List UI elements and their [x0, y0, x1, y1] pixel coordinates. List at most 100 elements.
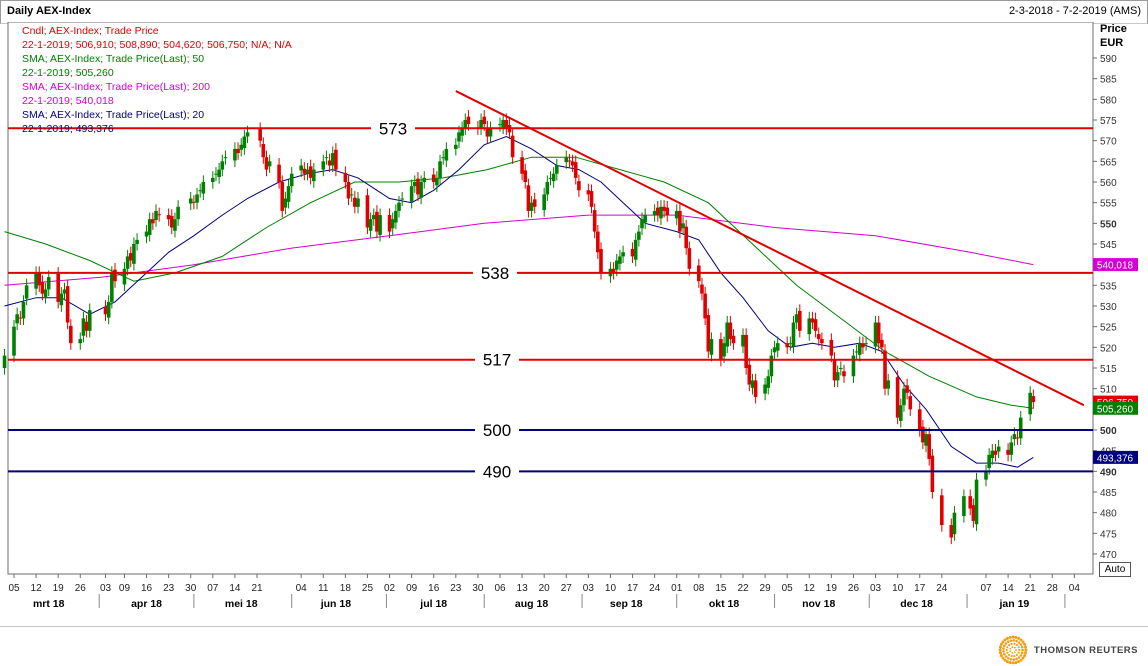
candle-body [157, 214, 161, 216]
candle-body [655, 207, 660, 216]
candle-body [286, 186, 291, 202]
logo-dot [1011, 646, 1014, 648]
candle-body [18, 317, 23, 319]
logo-dot [1004, 642, 1008, 645]
candle-body [302, 168, 307, 174]
candle-body [750, 380, 755, 388]
x-tick-label: 05 [782, 583, 794, 594]
candle-body [684, 226, 688, 249]
candle-body [277, 164, 281, 182]
candle-body [454, 144, 458, 149]
logo-dot [1023, 642, 1026, 646]
value-badge-label: 493,376 [1097, 453, 1134, 464]
candle-body [299, 165, 303, 171]
candle-body [832, 358, 837, 381]
level-label: 500 [483, 421, 511, 440]
level-label-bg [473, 263, 517, 282]
candle-body [990, 450, 995, 459]
candle-body [652, 210, 657, 216]
chart-canvas[interactable]: PriceEUR47047548048549049550050551051552… [0, 22, 1148, 626]
logo-dot [1006, 646, 1009, 649]
candle-body [371, 215, 376, 220]
x-tick-label: 04 [1069, 583, 1081, 594]
x-month-label: jan 19 [999, 598, 1030, 610]
candle-body [722, 343, 726, 357]
x-tick-label: 13 [517, 583, 529, 594]
logo-dot [1009, 650, 1012, 653]
legend: Cndl; AEX-Index; Trade Price 22-1-2019; 5… [22, 24, 292, 136]
logo-dot [1003, 638, 1007, 642]
logo-dot [1011, 661, 1015, 665]
candle-body [592, 210, 597, 232]
candle-body [188, 198, 193, 204]
candle-body [211, 177, 215, 182]
candle-body [968, 496, 973, 509]
logo-dot [1012, 639, 1015, 642]
candle-body [555, 165, 559, 174]
x-tick-label: 07 [207, 583, 219, 594]
candle-body [233, 148, 237, 161]
candle-body [810, 318, 815, 323]
candle-body [551, 173, 556, 182]
x-tick-label: 16 [428, 583, 440, 594]
logo-dot [1003, 658, 1007, 662]
candle-body [984, 471, 988, 480]
candle-body [763, 384, 767, 394]
candle-body [709, 339, 714, 355]
y-tick-label: 575 [1100, 116, 1117, 127]
candle-body [34, 272, 38, 289]
candle-body [886, 380, 890, 389]
candle-body [924, 434, 928, 446]
x-tick-label: 09 [119, 583, 131, 594]
candle-body [321, 161, 326, 170]
candle-body [444, 148, 449, 161]
candle-body [192, 201, 196, 203]
candle-body [324, 157, 329, 159]
candle-body [113, 269, 117, 282]
candle-body [731, 335, 736, 344]
candle-body [43, 289, 48, 297]
candle-body [1012, 434, 1017, 440]
candle-body [409, 186, 414, 202]
logo-dot [1014, 635, 1018, 639]
y-tick-label: 560 [1100, 178, 1117, 189]
candle-body [412, 182, 417, 187]
candle-body [905, 385, 909, 393]
candle-body [857, 343, 862, 355]
candle-body [640, 219, 644, 229]
y-tick-label: 520 [1100, 343, 1117, 354]
y-axis-unit: EUR [1100, 37, 1123, 49]
candle-body [463, 120, 468, 129]
candle-body [614, 260, 619, 270]
x-tick-label: 20 [539, 583, 551, 594]
logo-dot [1019, 638, 1023, 642]
value-badge [1093, 450, 1138, 464]
candle-body [349, 194, 354, 196]
candle-body [949, 525, 954, 538]
x-month-label: jun 18 [320, 598, 352, 610]
candle-body [122, 268, 127, 285]
x-tick-label: 17 [914, 583, 926, 594]
candle-body [236, 148, 240, 154]
legend-line: SMA; AEX-Index; Trade Price(Last); 20 [22, 109, 205, 121]
x-tick-label: 08 [693, 583, 705, 594]
candle-body [24, 285, 29, 299]
candle-body [921, 426, 925, 443]
candle-body [135, 239, 139, 244]
auto-scale-button[interactable]: Auto [1099, 562, 1131, 577]
candle-body [87, 310, 92, 331]
logo-dot [999, 642, 1003, 646]
candle-body [479, 120, 483, 129]
y-tick-label: 590 [1100, 54, 1117, 65]
candle-body [258, 129, 262, 141]
candle-body [460, 128, 464, 136]
x-tick-label: 15 [715, 583, 727, 594]
logo-dot [1005, 648, 1008, 652]
date-range: 2-3-2018 - 7-2-2019 (AMS) [1008, 5, 1141, 17]
candle-body [741, 334, 745, 347]
x-tick-label: 18 [340, 583, 352, 594]
logo-dot [1015, 653, 1018, 657]
y-tick-label: 490 [1100, 467, 1117, 478]
candle-body [772, 347, 777, 353]
candle-body [573, 162, 578, 178]
